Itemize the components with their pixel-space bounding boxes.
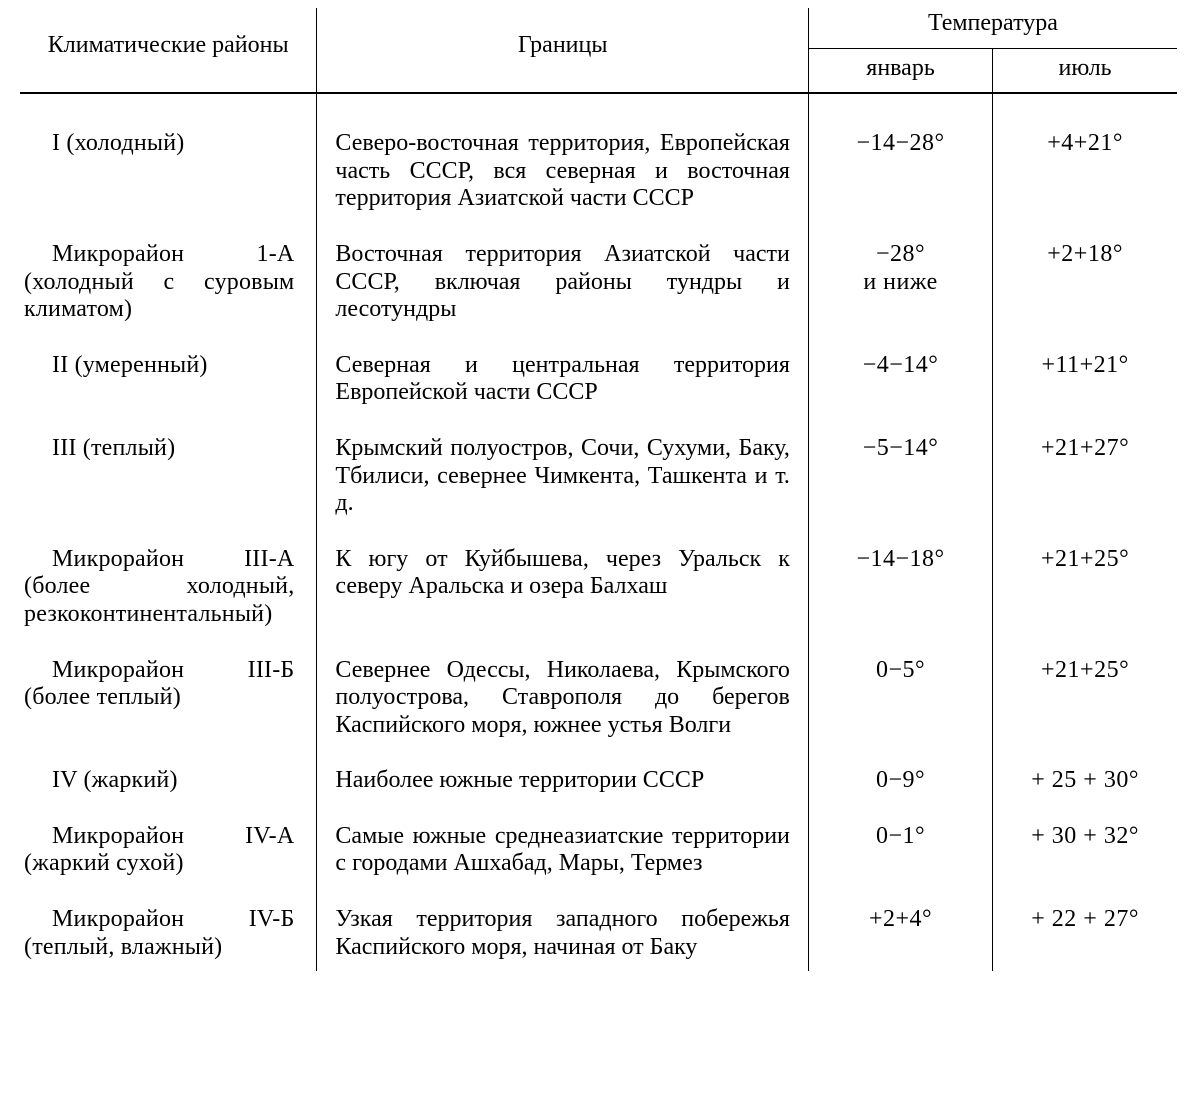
- table-row: I (холодный)Северо-восточная территория,…: [20, 93, 1177, 223]
- header-temperature: Температура: [808, 8, 1177, 48]
- cell-january: 0−5°: [808, 639, 992, 750]
- cell-bounds: Восточная территория Азиатской части ССС…: [317, 223, 808, 334]
- table-header: Климатические районы Границы Температура…: [20, 8, 1177, 93]
- cell-july: +21+25°: [993, 528, 1177, 639]
- cell-bounds: Северная и центральная территория Европе…: [317, 334, 808, 417]
- table-row: IV (жаркий)Наиболее южные территории ССС…: [20, 749, 1177, 805]
- cell-region: Микрорайон III-А (более холодный, резкок…: [20, 528, 317, 639]
- cell-january: +2+4°: [808, 888, 992, 971]
- header-bounds: Границы: [317, 8, 808, 92]
- cell-bounds: К югу от Куйбышева, через Уральск к севе…: [317, 528, 808, 639]
- cell-bounds: Севернее Одессы, Николаева, Крымского по…: [317, 639, 808, 750]
- cell-january: 0−9°: [808, 749, 992, 805]
- cell-july: + 25 + 30°: [993, 749, 1177, 805]
- header-region: Климатические районы: [20, 8, 317, 92]
- climate-table: Климатические районы Границы Температура…: [20, 8, 1177, 971]
- table-row: III (теплый)Крымский полуостров, Сочи, С…: [20, 417, 1177, 528]
- cell-january: −28° и ниже: [808, 223, 992, 334]
- cell-january: −14−28°: [808, 93, 992, 223]
- cell-july: + 30 + 32°: [993, 805, 1177, 888]
- cell-july: +2+18°: [993, 223, 1177, 334]
- cell-july: +21+25°: [993, 639, 1177, 750]
- cell-region: IV (жаркий): [20, 749, 317, 805]
- table-row: Микрорайон III-А (более холодный, резкок…: [20, 528, 1177, 639]
- cell-july: +11+21°: [993, 334, 1177, 417]
- table-row: II (умеренный)Северная и центральная тер…: [20, 334, 1177, 417]
- cell-bounds: Наиболее южные территории СССР: [317, 749, 808, 805]
- cell-january: −14−18°: [808, 528, 992, 639]
- cell-region: Микрорайон III-Б (более теплый): [20, 639, 317, 750]
- cell-july: +21+27°: [993, 417, 1177, 528]
- header-july: июль: [993, 48, 1177, 92]
- cell-july: + 22 + 27°: [993, 888, 1177, 971]
- table-row: Микрорайон III-Б (более теплый)Севернее …: [20, 639, 1177, 750]
- table-row: Микрорайон IV-Б (теплый, влажный)Узкая т…: [20, 888, 1177, 971]
- cell-region: Микрорайон IV-А (жаркий сухой): [20, 805, 317, 888]
- table-row: Микрорайон 1-А (холодный с суровым клима…: [20, 223, 1177, 334]
- cell-region: II (умеренный): [20, 334, 317, 417]
- cell-july: +4+21°: [993, 93, 1177, 223]
- header-january: январь: [808, 48, 992, 92]
- cell-bounds: Северо-восточная территория, Европейская…: [317, 93, 808, 223]
- cell-region: Микрорайон 1-А (холодный с суровым клима…: [20, 223, 317, 334]
- cell-region: Микрорайон IV-Б (теплый, влажный): [20, 888, 317, 971]
- cell-region: III (теплый): [20, 417, 317, 528]
- cell-january: −4−14°: [808, 334, 992, 417]
- cell-january: −5−14°: [808, 417, 992, 528]
- cell-bounds: Самые южные среднеазиатские территории с…: [317, 805, 808, 888]
- page: Климатические районы Границы Температура…: [0, 0, 1197, 1011]
- cell-january: 0−1°: [808, 805, 992, 888]
- cell-bounds: Узкая территория западного побережья Кас…: [317, 888, 808, 971]
- cell-region: I (холодный): [20, 93, 317, 223]
- table-body: I (холодный)Северо-восточная территория,…: [20, 93, 1177, 971]
- cell-bounds: Крымский полуостров, Сочи, Сухуми, Баку,…: [317, 417, 808, 528]
- table-row: Микрорайон IV-А (жаркий сухой)Самые южны…: [20, 805, 1177, 888]
